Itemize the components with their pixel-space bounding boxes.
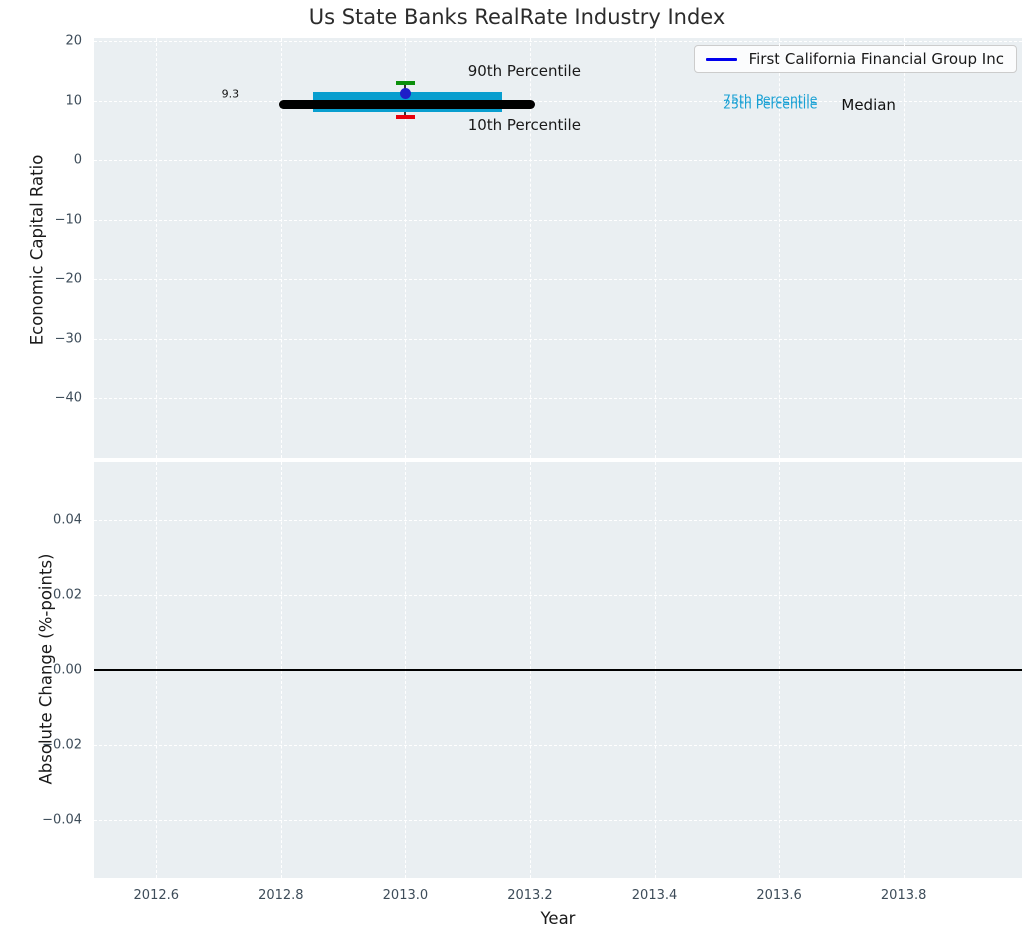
legend-label: First California Financial Group Inc (748, 50, 1004, 68)
annotation-median: Median (841, 95, 896, 114)
bottom-panel-absolute-change (94, 462, 1022, 878)
y-tick-label: −0.04 (42, 812, 82, 828)
gridline-vertical (903, 38, 905, 458)
y-axis-ticks-bottom: 0.04 0.02 0.00 −0.02 −0.04 (0, 462, 82, 878)
y-tick-label: −30 (54, 331, 82, 347)
gridline-vertical (654, 38, 656, 458)
y-tick-label: −40 (54, 390, 82, 406)
annotation-9-3: 9.3 (221, 87, 240, 101)
x-tick-label: 2013.8 (880, 888, 927, 903)
x-tick-label: 2013.2 (507, 888, 553, 903)
annotation-75th-percentile: 75th Percentile (723, 91, 818, 107)
chart-title: Us State Banks RealRate Industry Index (308, 5, 726, 29)
y-tick-label: 0.02 (53, 587, 82, 603)
y-tick-label: 10 (65, 93, 82, 109)
y-tick-label: −10 (54, 212, 82, 228)
gridline-vertical (529, 38, 531, 458)
y-tick-label: 0.00 (53, 662, 82, 678)
gridline-horizontal (94, 744, 1022, 746)
zero-line (94, 669, 1022, 671)
gridline-vertical (156, 38, 158, 458)
annotation-90th-percentile: 90th Percentile (467, 62, 581, 81)
gridline-vertical (405, 38, 407, 458)
annotation-25th-percentile: 25th Percentile (723, 96, 818, 112)
gridline-horizontal (94, 219, 1022, 221)
x-tick-label: 2013.0 (382, 888, 429, 903)
y-tick-label: 20 (65, 33, 82, 49)
y-tick-label: −20 (54, 271, 82, 287)
y-axis-label-bottom: Absolute Change (%-points) (36, 553, 56, 785)
median-line (278, 100, 535, 110)
gridline-horizontal (94, 398, 1022, 400)
y-axis-ticks-top: 20 10 0 −10 −20 −30 −40 (0, 33, 82, 458)
x-tick-label: 2013.4 (631, 888, 678, 903)
x-axis-label: Year (540, 909, 576, 928)
x-axis-ticks: 2012.6 2012.8 2013.0 2013.2 2013.4 2013.6 2013… (94, 888, 1022, 908)
gridline-horizontal (94, 819, 1022, 821)
gridline-vertical (280, 38, 282, 458)
gridline-horizontal (94, 595, 1022, 597)
y-axis-label-top: Economic Capital Ratio (27, 154, 47, 346)
gridline-vertical (779, 38, 781, 458)
p10-cap (395, 115, 415, 120)
annotation-10th-percentile: 10th Percentile (467, 115, 581, 134)
gridline-horizontal (94, 40, 1022, 42)
legend: First California Financial Group Inc (693, 45, 1017, 73)
y-tick-label: −0.02 (42, 737, 82, 753)
gridline-horizontal (94, 338, 1022, 340)
legend-line-swatch (705, 57, 737, 61)
top-panel-economic-capital-ratio: First California Financial Group Inc 90t… (94, 38, 1022, 458)
gridline-horizontal (94, 100, 1022, 102)
company-point (399, 88, 411, 100)
p90-cap (395, 80, 415, 85)
y-tick-label: 0 (73, 152, 82, 168)
x-tick-label: 2012.8 (258, 888, 304, 903)
y-tick-label: 0.04 (53, 512, 82, 528)
x-tick-label: 2012.6 (133, 888, 180, 903)
gridline-horizontal (94, 279, 1022, 281)
gridline-horizontal (94, 520, 1022, 522)
gridline-horizontal (94, 160, 1022, 162)
x-tick-label: 2013.6 (756, 888, 802, 903)
